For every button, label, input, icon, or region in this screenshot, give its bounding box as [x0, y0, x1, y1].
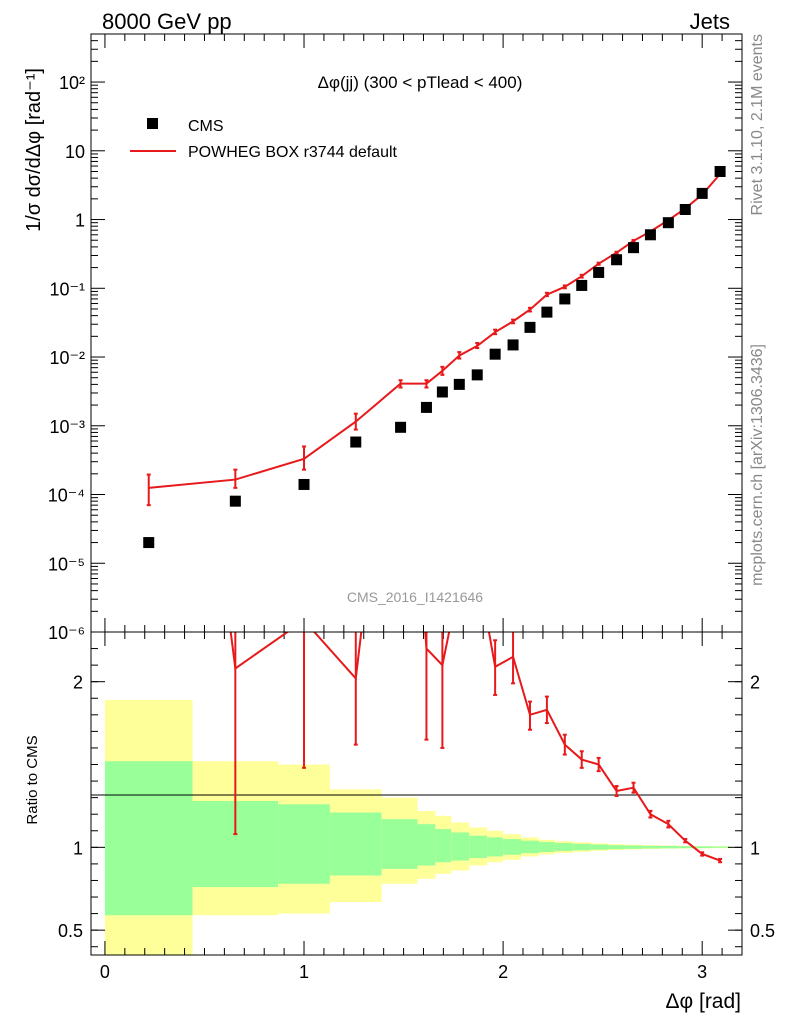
cms-data-point — [559, 293, 571, 305]
ratio-band-inner — [417, 824, 436, 866]
ratio-band-inner — [712, 846, 731, 848]
cms-data-point — [593, 266, 605, 278]
cms-data-point — [436, 386, 448, 398]
ratio-band-inner — [538, 842, 555, 852]
ratio-y-tick-label-right: 0.5 — [750, 921, 775, 941]
powheg-line — [148, 173, 721, 489]
main-y-tick-label: 10⁻³ — [49, 417, 85, 437]
cms-data-point — [628, 242, 639, 254]
ratio-band-inner — [608, 845, 625, 850]
ratio-y-tick-label: 1 — [73, 838, 83, 858]
ratio-band-inner — [487, 837, 504, 857]
ratio-plot-panel: 0 1 2 3 0.5 0.5 1 1 2 2 — [58, 631, 775, 982]
watermark: CMS_2016_I1421646 — [347, 589, 483, 605]
cms-data-point — [662, 217, 674, 229]
cms-data-point — [471, 369, 483, 381]
header-left-label: 8000 GeV pp — [102, 9, 232, 34]
ratio-y-tick-label: 0.5 — [58, 921, 83, 941]
main-y-tick-label: 10 — [65, 142, 85, 162]
cms-data-point — [350, 436, 362, 448]
cms-data-point — [576, 279, 588, 291]
ratio-band-inner — [642, 845, 661, 849]
ratio-band-inner — [503, 839, 522, 855]
ratio-band-inner — [521, 840, 539, 854]
main-y-axis-label: 1/σ dσ/dΔφ [rad⁻¹] — [23, 68, 45, 232]
legend-marker-cms — [147, 118, 158, 129]
main-y-tick-label: 10⁻¹ — [49, 279, 85, 299]
ratio-band-inner — [678, 846, 697, 849]
cms-data-point — [696, 187, 708, 199]
legend-label-powheg: POWHEG BOX r3744 default — [188, 144, 398, 161]
cms-data-point — [395, 421, 407, 433]
x-tick-label: 3 — [697, 962, 707, 982]
main-plot-panel: 10⁻⁶ 10⁻⁵ 10⁻⁴ 10⁻³ 10⁻² 10⁻¹ 1 10 10² — [48, 33, 743, 643]
ratio-band-inner — [469, 835, 488, 859]
x-tick-label: 0 — [100, 962, 110, 982]
cms-data-point — [541, 306, 553, 318]
ratio-band-inner — [554, 843, 573, 851]
cms-data-point — [298, 478, 310, 490]
main-y-tick-label: 10⁻² — [49, 348, 85, 368]
ratio-band-inner — [451, 832, 470, 861]
ratio-y-tick-label: 2 — [73, 673, 83, 693]
ratio-band-inner — [660, 846, 679, 849]
ratio-band-inner — [696, 846, 713, 848]
cms-data-point — [611, 254, 623, 266]
cms-data-point — [714, 165, 726, 177]
main-y-tick-label: 10⁻⁴ — [48, 486, 85, 506]
cms-data-point — [229, 495, 241, 507]
main-y-tick-label: 1 — [75, 211, 85, 231]
ratio-plot-frame — [90, 631, 743, 956]
ratio-band-inner — [381, 819, 418, 869]
main-y-tick-label: 10² — [59, 73, 85, 93]
main-y-axis-label-text: 1/σ dσ/dΔφ [rad⁻¹] — [23, 68, 45, 232]
legend-label-cms: CMS — [188, 118, 224, 135]
ratio-band-inner — [435, 829, 452, 863]
cms-data-point — [524, 321, 536, 333]
cms-data-point — [143, 537, 155, 549]
cms-data-point — [420, 401, 432, 413]
cms-data-point — [644, 229, 656, 241]
ratio-band-inner — [278, 804, 330, 884]
ratio-y-axis-label: Ratio to CMS — [24, 735, 41, 824]
ratio-band-inner — [590, 844, 609, 850]
x-tick-label: 2 — [498, 962, 508, 982]
cms-data-point — [679, 203, 691, 215]
ratio-band-inner — [329, 812, 382, 876]
header-right-label: Jets — [690, 9, 730, 34]
rivet-version-label: Rivet 3.1.10, 2.1M events — [749, 34, 766, 215]
legend: CMS POWHEG BOX r3744 default — [130, 118, 398, 161]
mcplots-label: mcplots.cern.ch [arXiv:1306.3436] — [749, 344, 766, 586]
x-axis-label: Δφ [rad] — [666, 990, 742, 1013]
cms-data-point — [453, 378, 465, 390]
main-y-tick-label: 10⁻⁶ — [48, 623, 85, 643]
ratio-band-inner — [104, 761, 193, 916]
main-plot-title: Δφ(jj) (300 < pTlead < 400) — [318, 73, 523, 92]
cms-data-point — [507, 339, 519, 351]
main-y-tick-label: 10⁻⁵ — [48, 554, 85, 574]
ratio-band-inner — [624, 845, 643, 849]
ratio-y-tick-label-right: 1 — [750, 838, 760, 858]
x-tick-label: 1 — [299, 962, 309, 982]
cms-data-point — [489, 348, 501, 360]
ratio-band-inner — [572, 843, 591, 851]
ratio-y-tick-label-right: 2 — [750, 673, 760, 693]
